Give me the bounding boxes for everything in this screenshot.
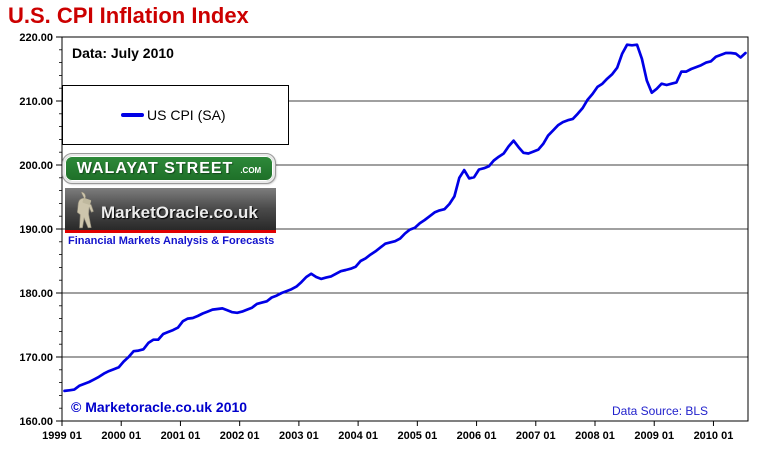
svg-text:1999 01: 1999 01 xyxy=(42,430,82,442)
red-stripe xyxy=(65,230,276,233)
svg-text:170.00: 170.00 xyxy=(19,352,53,364)
data-asof-label: Data: July 2010 xyxy=(72,45,174,61)
data-source-label: Data Source: BLS xyxy=(612,404,709,418)
copyright-label: © Marketoracle.co.uk 2010 xyxy=(71,399,248,415)
chart-title: U.S. CPI Inflation Index xyxy=(8,3,249,28)
svg-text:2005 01: 2005 01 xyxy=(397,430,437,442)
svg-text:2009 01: 2009 01 xyxy=(634,430,674,442)
svg-text:2006 01: 2006 01 xyxy=(457,430,497,442)
statue-icon xyxy=(76,191,94,229)
svg-text:220.00: 220.00 xyxy=(19,32,53,44)
svg-text:200.00: 200.00 xyxy=(19,160,53,172)
marketoracle-text: MarketOracle.co.uk xyxy=(101,202,258,222)
svg-text:2008 01: 2008 01 xyxy=(575,430,615,442)
legend-line-sample xyxy=(121,113,144,117)
svg-text:2004 01: 2004 01 xyxy=(338,430,378,442)
svg-text:2001 01: 2001 01 xyxy=(161,430,201,442)
marketoracle-logo: MarketOracle.co.uk xyxy=(65,188,276,233)
svg-text:2007 01: 2007 01 xyxy=(516,430,556,442)
svg-text:2003 01: 2003 01 xyxy=(279,430,319,442)
svg-text:210.00: 210.00 xyxy=(19,96,53,108)
svg-text:180.00: 180.00 xyxy=(19,288,53,300)
walayat-dotcom-text: .COM xyxy=(240,165,262,175)
marketoracle-tagline: Financial Markets Analysis & Forecasts xyxy=(68,235,275,247)
svg-text:2000 01: 2000 01 xyxy=(101,430,141,442)
legend-box: US CPI (SA) xyxy=(62,85,289,145)
svg-text:2010 01: 2010 01 xyxy=(694,430,734,442)
svg-text:160.00: 160.00 xyxy=(19,416,53,428)
svg-text:2002 01: 2002 01 xyxy=(220,430,260,442)
walayat-street-text: WALAYAT STREET xyxy=(76,159,234,177)
legend-series-label: US CPI (SA) xyxy=(147,107,226,123)
walayat-street-logo: WALAYAT STREET .COM xyxy=(62,153,276,184)
svg-text:190.00: 190.00 xyxy=(19,224,53,236)
